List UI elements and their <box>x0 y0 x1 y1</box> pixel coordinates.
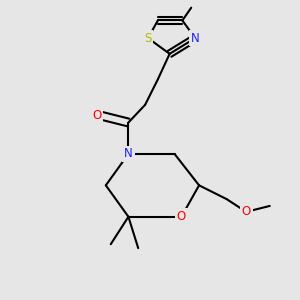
Text: O: O <box>92 109 102 122</box>
Text: N: N <box>191 32 200 45</box>
Text: N: N <box>124 147 133 161</box>
Text: O: O <box>177 210 186 223</box>
Text: O: O <box>242 205 251 218</box>
Text: S: S <box>144 32 152 45</box>
